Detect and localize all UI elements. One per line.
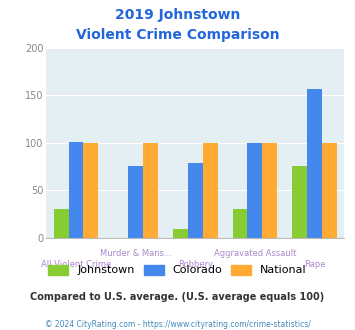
Bar [188,163,203,238]
Text: All Violent Crime: All Violent Crime [41,260,111,269]
Bar [233,209,247,238]
Bar [54,209,69,238]
Text: Robbery: Robbery [178,260,213,269]
Legend: Johnstown, Colorado, National: Johnstown, Colorado, National [48,265,307,275]
Text: Aggravated Assault: Aggravated Assault [214,249,296,258]
Bar [173,229,188,238]
Bar [262,143,277,238]
Bar [203,143,218,238]
Bar [322,143,337,238]
Bar [292,166,307,238]
Text: Compared to U.S. average. (U.S. average equals 100): Compared to U.S. average. (U.S. average … [31,292,324,302]
Bar [247,143,262,238]
Text: Murder & Mans...: Murder & Mans... [100,249,171,258]
Bar [143,143,158,238]
Bar [128,166,143,238]
Bar [69,142,83,238]
Bar [307,89,322,238]
Text: Violent Crime Comparison: Violent Crime Comparison [76,28,279,42]
Text: © 2024 CityRating.com - https://www.cityrating.com/crime-statistics/: © 2024 CityRating.com - https://www.city… [45,320,310,329]
Text: Rape: Rape [304,260,325,269]
Text: 2019 Johnstown: 2019 Johnstown [115,8,240,22]
Bar [83,143,98,238]
